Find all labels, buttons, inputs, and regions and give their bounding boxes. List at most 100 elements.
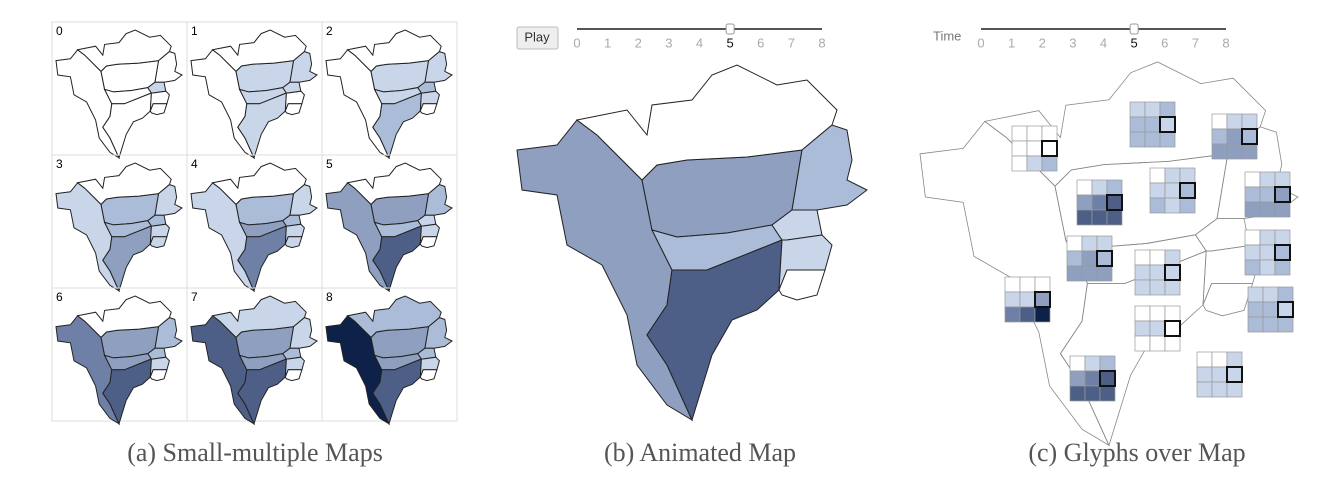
glyph-cell (1099, 355, 1116, 372)
glyph-cell (1244, 201, 1261, 218)
cell-label: 4 (191, 157, 198, 171)
glyph-cell (1149, 197, 1166, 214)
slider-tick: 0 (573, 35, 580, 50)
glyph-cell (1134, 279, 1151, 296)
glyph-cell (1211, 351, 1228, 368)
glyph-current (1164, 264, 1181, 281)
region (149, 369, 168, 382)
glyph (1069, 355, 1116, 402)
slider-label: Time (933, 28, 961, 43)
glyph-cell (1159, 101, 1176, 118)
region (237, 92, 287, 160)
glyph-cell (1066, 250, 1083, 267)
glyph-cell (1211, 143, 1228, 160)
region (346, 295, 442, 339)
region (102, 92, 152, 160)
glyph-cell (1164, 305, 1181, 322)
glyph-cell (1096, 265, 1113, 282)
slider-tick: 8 (1222, 35, 1229, 50)
glyph-cell (1026, 140, 1043, 157)
region (76, 162, 172, 206)
glyph-cell (1149, 335, 1166, 352)
glyph-cell (1164, 279, 1181, 296)
region (983, 61, 1267, 187)
glyph-cell (1066, 235, 1083, 252)
glyph-cell (1179, 197, 1196, 214)
glyph-cell (1211, 366, 1228, 383)
glyph-cell (1026, 125, 1043, 142)
region (372, 358, 422, 426)
slider-handle[interactable] (725, 23, 735, 35)
glyph-cell (1084, 370, 1101, 387)
glyph-current (1241, 128, 1258, 145)
slider-tick: 7 (1192, 35, 1199, 50)
slider-tick: 8 (818, 35, 825, 50)
region (419, 236, 438, 249)
glyph-cell (1011, 140, 1028, 157)
glyph-cell (1262, 301, 1279, 318)
slider-tick: 2 (635, 35, 642, 50)
glyph-cell (1259, 229, 1276, 246)
glyph-cell (1091, 209, 1108, 226)
glyph-cell (1159, 131, 1176, 148)
glyph-cell (1144, 116, 1161, 133)
glyph-cell (1041, 140, 1058, 157)
cell-label: 5 (326, 157, 333, 171)
glyph-cell (1259, 186, 1276, 203)
slider-handle[interactable] (1129, 23, 1139, 35)
glyph-cell (1277, 286, 1294, 303)
glyph-cell (1091, 179, 1108, 196)
cell-label: 2 (326, 24, 333, 38)
glyph-cell (1226, 143, 1243, 160)
glyph-cell (1011, 155, 1028, 172)
map (190, 295, 318, 426)
glyph-cell (1164, 264, 1181, 281)
region (419, 103, 438, 116)
glyph-cell (1076, 179, 1093, 196)
glyph-cell (1144, 101, 1161, 118)
glyph-cell (1081, 235, 1098, 252)
play-label[interactable]: Play (524, 29, 550, 44)
glyph-cell (1066, 265, 1083, 282)
glyph-cell (1149, 167, 1166, 184)
glyph-cell (1134, 335, 1151, 352)
play-button[interactable] (516, 26, 559, 50)
glyph-cell (1084, 385, 1101, 402)
glyph (1129, 101, 1176, 148)
glyph-cell (1041, 155, 1058, 172)
map (516, 64, 868, 422)
glyph-cell (1099, 370, 1116, 387)
glyph-cell (1081, 265, 1098, 282)
region (237, 225, 287, 293)
glyph-current (1277, 301, 1294, 318)
slider-tick: 1 (604, 35, 611, 50)
glyph-cell (1026, 155, 1043, 172)
glyph-cell (1244, 259, 1261, 276)
glyph-cell (1274, 201, 1291, 218)
glyph-cell (1149, 182, 1166, 199)
glyph-cell (1262, 316, 1279, 333)
caption: (a) Small-multiple Maps (127, 438, 383, 467)
slider-tick: 0 (977, 35, 984, 50)
glyph-current (1096, 250, 1113, 267)
glyph-cell (1196, 366, 1213, 383)
slider-tick: 1 (1008, 35, 1015, 50)
glyph-cell (1134, 320, 1151, 337)
glyph-cell (1144, 131, 1161, 148)
glyph-cell (1164, 249, 1181, 266)
glyph-cell (1076, 194, 1093, 211)
glyph-cell (1211, 128, 1228, 145)
glyph-cell (1076, 209, 1093, 226)
region (102, 225, 152, 293)
glyph-current (1041, 140, 1058, 157)
glyph (1011, 125, 1058, 172)
glyph-cell (1106, 179, 1123, 196)
glyph-cell (1274, 259, 1291, 276)
glyph-cell (1081, 250, 1098, 267)
slider-tick: 6 (1161, 35, 1168, 50)
slider-tick: 4 (696, 35, 703, 50)
caption: (b) Animated Map (604, 438, 796, 467)
glyph-cell (1149, 279, 1166, 296)
glyph-cell (1149, 305, 1166, 322)
glyph-cell (1096, 235, 1113, 252)
